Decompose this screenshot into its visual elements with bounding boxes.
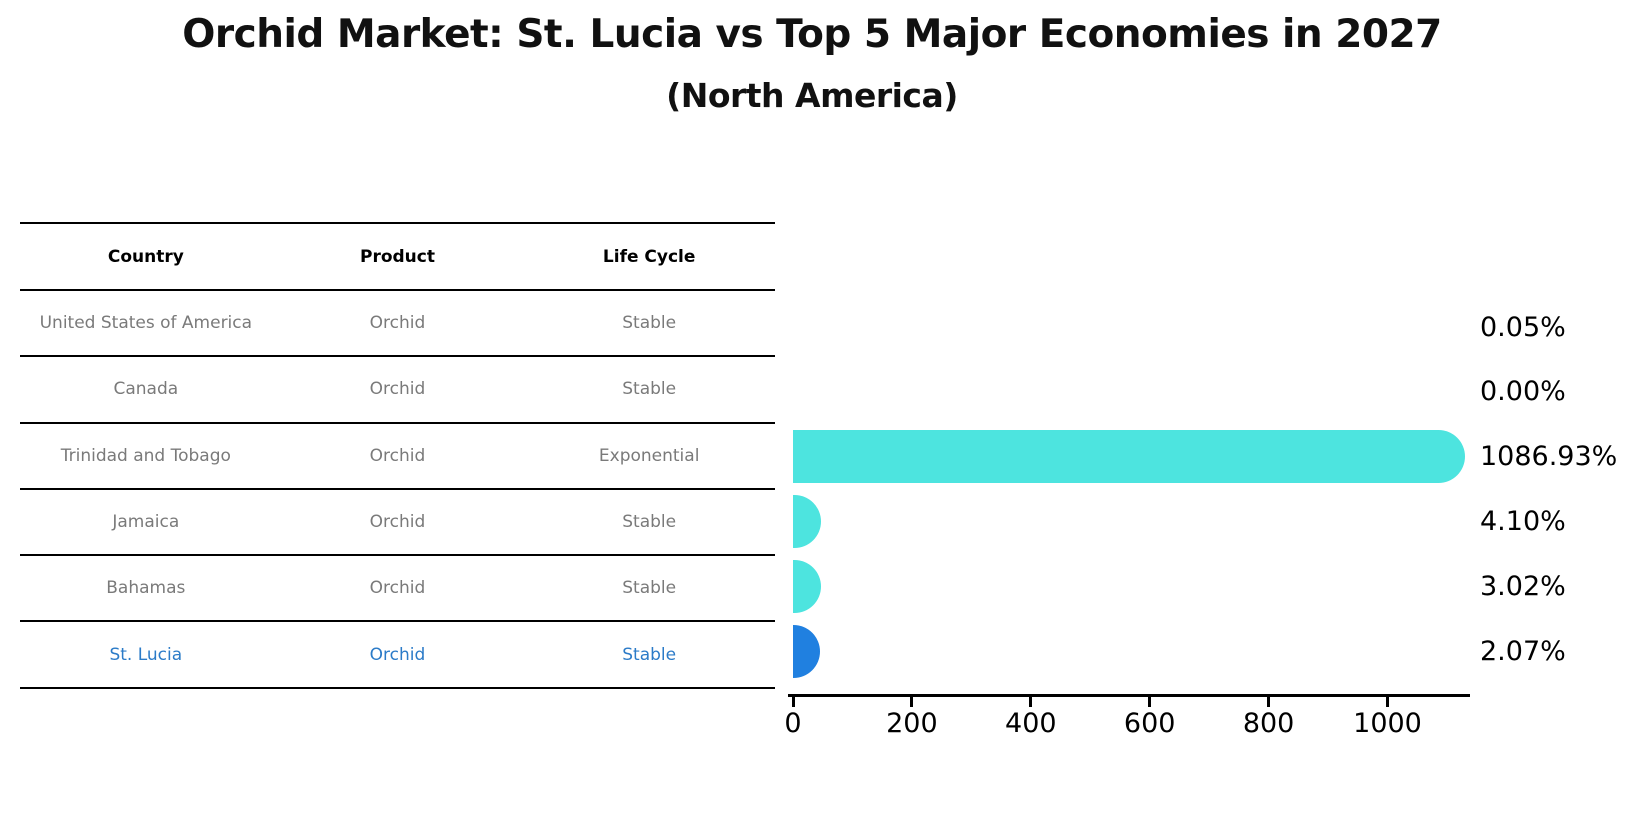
value-label: 3.02%	[1480, 571, 1566, 603]
value-label: 1086.93%	[1480, 441, 1618, 473]
table-row: Canada Orchid Stable	[20, 357, 775, 424]
x-axis-tick	[1148, 697, 1152, 707]
bar-bahamas	[793, 560, 821, 614]
table-cell-life-cycle: Stable	[622, 313, 677, 334]
bar-trinidad-and-tobago	[793, 430, 1466, 484]
x-axis-tick-label: 0	[784, 708, 802, 739]
x-axis-tick	[910, 697, 914, 707]
column-header-life-cycle: Life Cycle	[602, 246, 696, 267]
value-label: 2.07%	[1480, 636, 1566, 667]
table-cell-life-cycle: Stable	[622, 379, 677, 400]
table-row: St. Lucia Orchid Stable	[20, 622, 775, 689]
table-cell-product: Orchid	[369, 379, 426, 400]
table-cell-product: Orchid	[369, 644, 426, 665]
table-cell-country: Canada	[113, 379, 179, 400]
table-header-row: Country Product Life Cycle	[20, 224, 775, 291]
table-cell-product: Orchid	[369, 512, 426, 533]
table-cell-product: Orchid	[369, 313, 426, 334]
table-row: United States of America Orchid Stable	[20, 291, 775, 358]
table-cell-country: United States of America	[39, 313, 253, 334]
table-cell-country: Jamaica	[112, 512, 180, 533]
table-cell-country: Bahamas	[106, 578, 186, 599]
table-body: United States of America Orchid Stable Cana…	[20, 291, 775, 689]
table-cell-life-cycle: Stable	[622, 644, 677, 665]
chart-title: Orchid Market: St. Lucia vs Top 5 Major …	[182, 12, 1442, 57]
chart-subtitle: (North America)	[666, 76, 958, 115]
x-axis-tick-label: 800	[1242, 708, 1295, 739]
x-axis-tick	[1267, 697, 1271, 707]
x-axis-tick-label: 600	[1123, 708, 1176, 739]
column-header-product: Product	[359, 246, 435, 267]
table-cell-country: St. Lucia	[109, 644, 183, 665]
x-axis-tick-label: 200	[886, 708, 938, 739]
x-axis-tick	[1029, 697, 1033, 707]
x-axis-tick	[1386, 697, 1389, 707]
x-axis-line	[788, 694, 1470, 697]
x-axis-tick-label: 400	[1005, 708, 1057, 739]
table-row: Jamaica Orchid Stable	[20, 490, 775, 557]
table-cell-product: Orchid	[369, 445, 426, 466]
value-label: 4.10%	[1480, 506, 1566, 538]
column-header-country: Country	[107, 246, 184, 267]
x-axis-tick	[791, 697, 795, 707]
bar-jamaica	[793, 495, 822, 549]
table-cell-life-cycle: Stable	[622, 578, 677, 599]
data-table: Country Product Life Cycle United States…	[20, 222, 775, 689]
table-cell-life-cycle: Exponential	[598, 445, 700, 466]
table-cell-country: Trinidad and Tobago	[60, 445, 231, 466]
value-label: 0.00%	[1480, 376, 1566, 408]
bar-st-lucia	[793, 625, 821, 678]
x-axis-tick-label: 1000	[1353, 708, 1422, 739]
table-cell-product: Orchid	[369, 578, 426, 599]
table-row: Bahamas Orchid Stable	[20, 556, 775, 623]
value-label: 0.05%	[1480, 311, 1566, 343]
table-row: Trinidad and Tobago Orchid Exponential	[20, 424, 775, 490]
table-cell-life-cycle: Stable	[622, 512, 677, 533]
